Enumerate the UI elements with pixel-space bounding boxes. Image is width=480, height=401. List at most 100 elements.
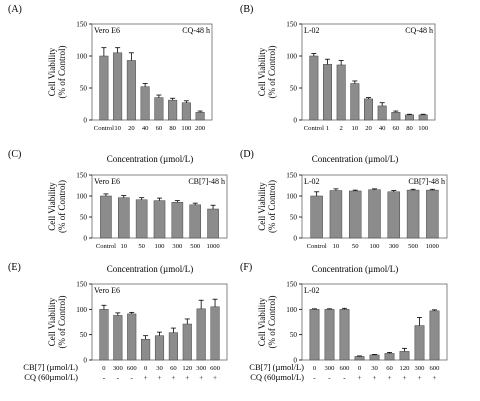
panel-c-ytick-label: 100 [76, 193, 87, 201]
panel-e-cb7-value: 0 [102, 365, 106, 372]
panel-e-bar [141, 339, 150, 360]
panel-f-row-label-cq: CQ (60µmol/L) [250, 372, 304, 382]
panel-a-bar [100, 56, 109, 120]
panel-b-xtick-label: 60 [393, 125, 400, 132]
panel-e-row-label-cq: CQ (60µmol/L) [24, 372, 78, 382]
panel-a-label: (A) [8, 4, 22, 15]
panel-f-ytick-label: 150 [286, 281, 297, 289]
panel-d-xtick-label: 50 [352, 243, 359, 250]
panel-c-xtick-label: 300 [172, 243, 183, 250]
panel-a-cell-line: Vero E6 [94, 26, 120, 35]
panel-c-ytick-label: 0 [83, 235, 87, 243]
panel-b-xtick-label: 80 [406, 125, 413, 132]
panel-b-xtick-label: 20 [365, 125, 372, 132]
panel-c-xtick-label: 10 [120, 243, 127, 250]
panel-a-bar [196, 112, 205, 120]
panel-d-xtick-label: 10 [333, 243, 340, 250]
panel-d-bar [330, 191, 342, 238]
panel-e-cb7-value: 120 [182, 365, 193, 372]
panel-e-bar [183, 324, 192, 360]
panel-c-condition: CB[7]-48 h [188, 177, 225, 186]
panel-b-ytick-label: 150 [286, 21, 297, 29]
panel-c-ylabel: Cell Viability [47, 182, 57, 231]
panel-d-xtick-label: 100 [370, 243, 381, 250]
panel-f-bar [325, 309, 334, 360]
panel-a-ytick-label: 0 [83, 117, 87, 125]
panel-e-bar [169, 333, 178, 360]
panel-f-bar [400, 351, 409, 360]
panel-f-cq-sign: + [402, 374, 406, 382]
panel-b-bar [337, 65, 345, 120]
panel-f-bar [415, 326, 424, 360]
panel-f-cq-sign: - [343, 374, 346, 382]
panel-a-condition: CQ-48 h [182, 26, 210, 35]
panel-a-ylabel: Cell Viability [47, 47, 57, 96]
panel-b-bar [323, 64, 331, 120]
panel-e-ytick-label: 50 [80, 331, 88, 339]
panel-a-ytick-label: 50 [80, 85, 88, 93]
panel-f-bar [385, 353, 394, 360]
panel-e-ylabel: Cell Viability [47, 297, 57, 346]
panel-d-bar [369, 190, 381, 238]
panel-a-ytick-label: 100 [76, 53, 87, 61]
panel-e-ytick-label: 0 [83, 357, 87, 365]
panel-e-cq-sign: + [157, 374, 161, 382]
panel-c-bar [118, 198, 129, 238]
panel-b-ylabel: (% of Control) [267, 46, 277, 99]
panel-e-cq-sign: + [185, 374, 189, 382]
panel-d-xtick-label: Control [307, 243, 327, 250]
panel-e-cb7-value: 300 [113, 365, 124, 372]
panel-e-cb7-value: 600 [210, 365, 221, 372]
panel-c-bar [172, 202, 183, 238]
panel-f-cb7-value: 60 [386, 365, 393, 372]
panel-f-cq-sign: - [328, 374, 331, 382]
panel-b-cell-line: L-02 [304, 26, 320, 35]
panel-b-xtick-label: Control [304, 125, 324, 132]
panel-b-xtick-label: 40 [379, 125, 386, 132]
panel-e-cb7-value: 60 [170, 365, 177, 372]
panel-e-ylabel: (% of Control) [57, 296, 67, 349]
panel-a-bar [113, 53, 122, 120]
panel-b-bar [310, 56, 318, 120]
panel-d-xtick-label: 1000 [426, 243, 440, 250]
panel-c-ytick-label: 50 [80, 214, 88, 222]
panel-e-bar [197, 309, 206, 360]
panel-d-ytick-label: 150 [286, 172, 297, 180]
panel-e-bar [114, 315, 123, 360]
panel-c-label: (C) [8, 149, 21, 160]
panel-b-xtick-label: 10 [352, 125, 359, 132]
panel-f-cb7-value: 0 [358, 365, 362, 372]
panel-c-xtick-label: 100 [155, 243, 166, 250]
panel-b-bar [364, 99, 372, 120]
panel-e-bar [127, 314, 136, 360]
panel-e-cq-sign: - [117, 374, 120, 382]
panel-b-bar [378, 106, 386, 120]
panel-f-bar [370, 355, 379, 360]
panel-f-frame [302, 284, 447, 360]
panel-c-xtick-label: Control [96, 243, 116, 250]
panel-e-cq-sign: - [131, 374, 134, 382]
panel-f-cb7-value: 120 [400, 365, 411, 372]
panel-a-bar [127, 60, 136, 120]
panel-e-cb7-value: 300 [196, 365, 207, 372]
panel-f-cb7-value: 300 [325, 365, 336, 372]
panel-c-bar [154, 201, 165, 238]
panel-f-cq-sign: + [357, 374, 361, 382]
panel-d-xtick-label: 500 [408, 243, 419, 250]
panel-d-condition: CB[7]-48 h [408, 177, 445, 186]
panel-e-bar [155, 336, 164, 360]
panel-f-cq-sign: + [387, 374, 391, 382]
panel-e-bar [100, 309, 109, 360]
panel-d-bar [407, 190, 419, 238]
panel-b-bar [405, 115, 413, 120]
panel-c-bar [100, 196, 111, 238]
panel-a-xtick-label: 200 [195, 125, 206, 132]
panel-f-cq-sign: - [313, 374, 316, 382]
panel-a-xtick-label: Control [94, 125, 114, 132]
panel-a-ytick-label: 150 [76, 21, 87, 29]
panel-d-ylabel: Cell Viability [257, 182, 267, 231]
panel-a-xtick-label: 10 [114, 125, 121, 132]
panel-a-frame [92, 24, 212, 120]
panel-c-cell-line: Vero E6 [94, 177, 120, 186]
